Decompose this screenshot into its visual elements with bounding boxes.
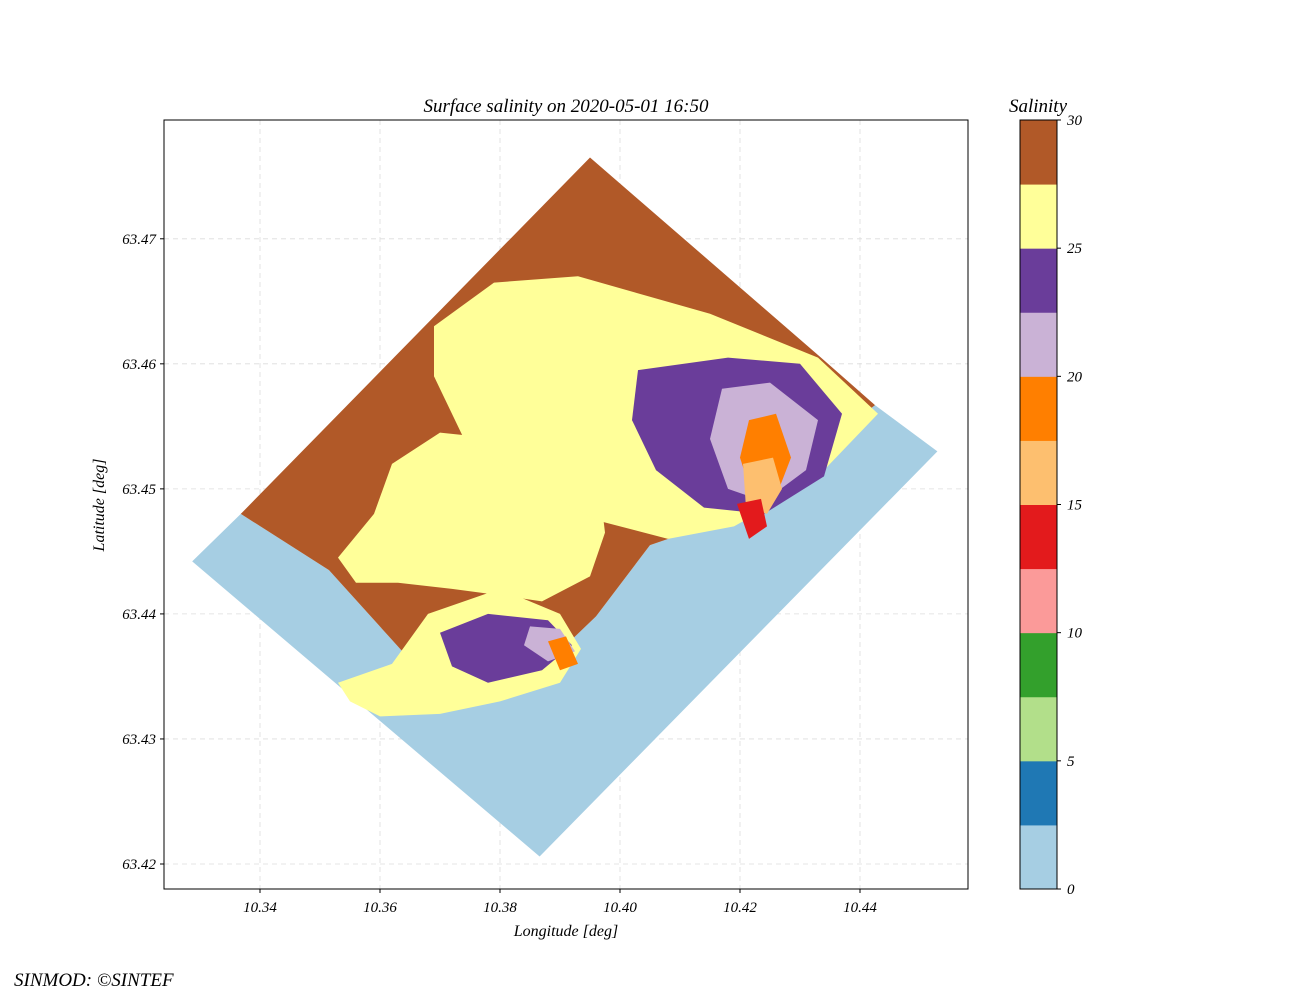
salinity-region (743, 457, 782, 514)
x-tick-label: 10.42 (723, 900, 757, 916)
salinity-region (548, 636, 578, 671)
colorbar-segment (1020, 504, 1057, 570)
colorbar-segment (1020, 568, 1057, 634)
colorbar-segment (1020, 632, 1057, 698)
colorbar-segment (1020, 824, 1057, 890)
colorbar-segment (1020, 120, 1057, 185)
colorbar-segment (1020, 440, 1057, 505)
colorbar-tick-label: 15 (1067, 498, 1083, 514)
colorbar-tick-label: 5 (1067, 754, 1075, 770)
colorbar (1020, 120, 1057, 890)
x-tick-label: 10.44 (843, 900, 877, 916)
colorbar-ticks: 0 5 10 15 20 25 30 (1057, 113, 1083, 898)
colorbar-tick-label: 25 (1067, 241, 1083, 257)
colorbar-label: Salinity (1009, 96, 1068, 117)
colorbar-segment (1020, 184, 1057, 249)
colorbar-segment (1020, 376, 1057, 441)
credit-text: SINMOD: ©SINTEF (14, 970, 174, 991)
plot-frame (163, 119, 969, 890)
colorbar-segment (1020, 760, 1057, 826)
colorbar-segment (1020, 312, 1057, 377)
colorbar-segment (1020, 248, 1057, 313)
chart-title: Surface salinity on 2020-05-01 16:50 (424, 96, 709, 117)
y-axis-label: Latitude [deg] (91, 459, 108, 553)
x-tick-label: 10.36 (363, 900, 397, 916)
salinity-region (737, 498, 767, 539)
y-tick-label: 63.43 (122, 732, 156, 748)
salinity-field (192, 157, 938, 857)
x-axis-ticks: 10.34 10.36 10.38 10.40 10.42 10.44 (243, 889, 877, 916)
x-tick-label: 10.38 (483, 900, 517, 916)
colorbar-tick-label: 30 (1066, 113, 1083, 129)
y-tick-label: 63.47 (122, 232, 157, 248)
y-tick-label: 63.46 (122, 357, 156, 373)
y-tick-label: 63.45 (122, 482, 156, 498)
x-axis-label: Longitude [deg] (513, 923, 618, 940)
y-tick-label: 63.44 (122, 607, 156, 623)
colorbar-segment (1020, 696, 1057, 762)
colorbar-tick-label: 20 (1067, 369, 1083, 385)
colorbar-tick-label: 10 (1067, 626, 1083, 642)
x-tick-label: 10.34 (243, 900, 277, 916)
y-axis-ticks: 63.42 63.43 63.44 63.45 63.46 63.47 (122, 232, 164, 873)
colorbar-tick-label: 0 (1067, 882, 1075, 898)
y-tick-label: 63.42 (122, 857, 156, 873)
x-tick-label: 10.40 (603, 900, 637, 916)
